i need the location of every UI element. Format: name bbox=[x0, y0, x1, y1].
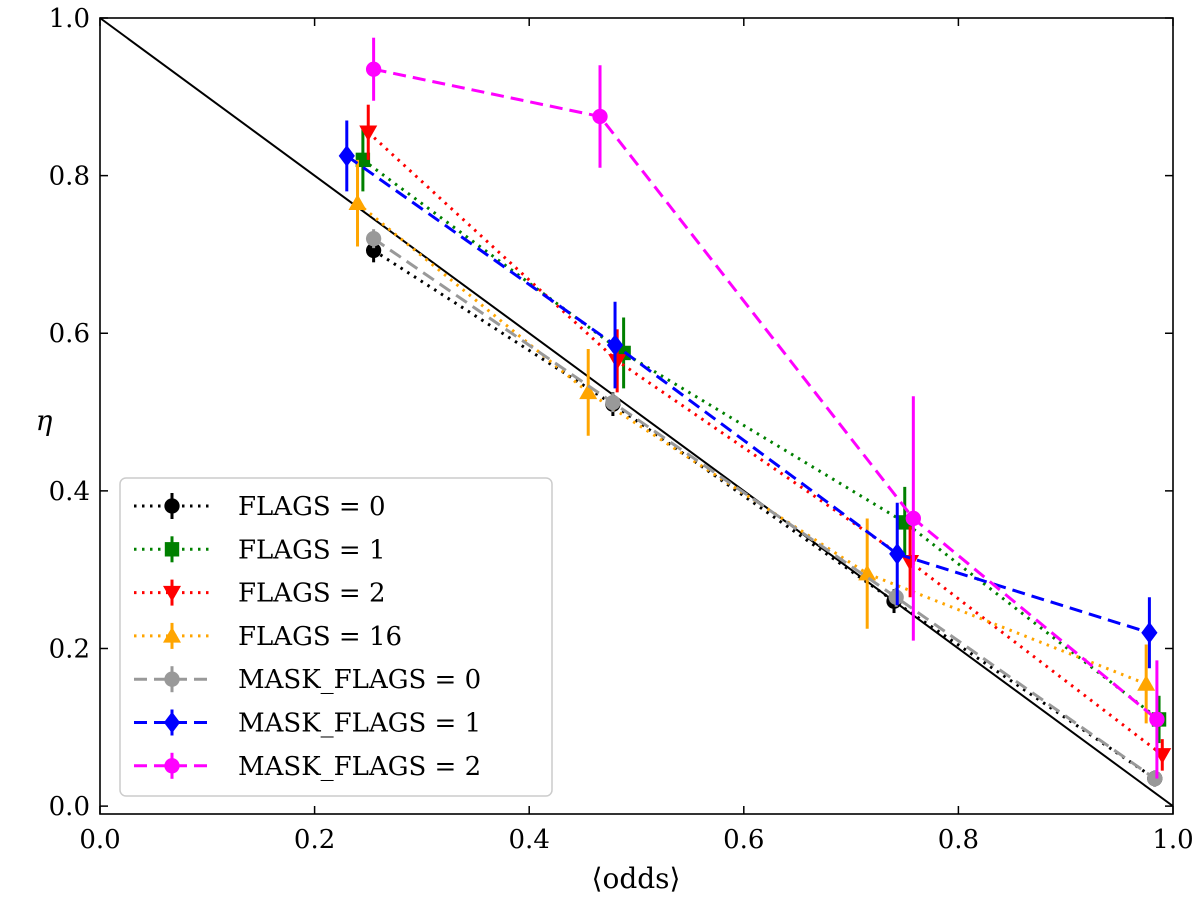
series-line bbox=[345, 154, 1150, 635]
data-point bbox=[605, 394, 621, 411]
series-flags-2 bbox=[359, 104, 1172, 771]
data-point bbox=[1141, 621, 1158, 644]
legend-entry: MASK_FLAGS = 1 bbox=[134, 709, 481, 739]
data-point bbox=[359, 125, 378, 142]
data-point bbox=[608, 354, 627, 370]
data-point bbox=[348, 194, 367, 210]
data-point bbox=[355, 152, 371, 168]
y-tick-label: 0.8 bbox=[49, 162, 90, 192]
legend-marker bbox=[164, 671, 180, 687]
legend-label: FLAGS = 0 bbox=[238, 492, 386, 522]
legend-marker bbox=[163, 626, 181, 643]
legend-marker bbox=[164, 758, 180, 774]
y-tick-label: 0.6 bbox=[49, 319, 90, 349]
data-point bbox=[889, 543, 906, 565]
legend-marker bbox=[163, 711, 181, 734]
data-point bbox=[592, 108, 608, 125]
data-point bbox=[905, 510, 921, 527]
legend-box bbox=[119, 477, 553, 797]
y-tick-label: 0.4 bbox=[49, 477, 90, 507]
legend-label: MASK_FLAGS = 1 bbox=[238, 709, 481, 739]
legend-entry: MASK_FLAGS = 0 bbox=[134, 665, 481, 695]
data-point bbox=[606, 334, 624, 356]
plot-frame bbox=[99, 17, 1174, 815]
legend-label: FLAGS = 2 bbox=[238, 579, 386, 609]
data-point bbox=[338, 145, 355, 167]
x-tick-label: 0.6 bbox=[723, 825, 764, 855]
y-axis-label: η bbox=[36, 404, 53, 437]
legend-entry: FLAGS = 2 bbox=[134, 579, 386, 609]
x-tick-label: 0.0 bbox=[79, 825, 120, 855]
legend-entry: FLAGS = 1 bbox=[134, 535, 386, 565]
legend-label: MASK_FLAGS = 0 bbox=[238, 665, 481, 695]
legend-marker bbox=[163, 585, 181, 602]
data-point bbox=[1149, 711, 1165, 728]
legend: FLAGS = 0 FLAGS = 1 FLAGS = 2 FLAGS = 16 MAS… bbox=[119, 477, 553, 797]
y-tick-label: 0.2 bbox=[49, 634, 90, 664]
data-point bbox=[1137, 674, 1156, 691]
x-tick-label: 0.2 bbox=[294, 825, 335, 855]
data-point bbox=[1147, 770, 1163, 787]
x-tick-label: 0.4 bbox=[509, 825, 550, 855]
series-line bbox=[367, 131, 1164, 757]
series-mask-flags-2 bbox=[365, 37, 1165, 779]
legend-entry: FLAGS = 16 bbox=[134, 622, 402, 652]
y-tick-label: 0.0 bbox=[49, 792, 90, 822]
y-tick-label: 1.0 bbox=[49, 4, 90, 34]
x-axis-label: ⟨odds⟩ bbox=[592, 862, 681, 895]
data-point bbox=[365, 231, 382, 247]
legend-marker bbox=[164, 498, 180, 514]
legend-label: FLAGS = 1 bbox=[238, 535, 386, 565]
legend-entry: FLAGS = 0 bbox=[134, 492, 386, 522]
series-mask-flags-1 bbox=[338, 120, 1158, 669]
legend-label: MASK_FLAGS = 2 bbox=[238, 752, 481, 782]
identity-reference-line bbox=[99, 17, 1174, 807]
legend-entry: MASK_FLAGS = 2 bbox=[134, 752, 481, 782]
x-tick-label: 0.8 bbox=[938, 825, 979, 855]
legend-label: FLAGS = 16 bbox=[238, 622, 402, 652]
data-point bbox=[365, 61, 382, 77]
legend-marker bbox=[164, 542, 180, 557]
x-tick-label: 1.0 bbox=[1152, 825, 1193, 855]
series-line bbox=[373, 67, 1158, 721]
series-line bbox=[372, 249, 1156, 780]
data-point bbox=[858, 564, 877, 581]
series-line bbox=[361, 158, 1160, 721]
data-point bbox=[579, 383, 598, 400]
series-line bbox=[372, 237, 1156, 780]
data-point bbox=[365, 242, 382, 259]
